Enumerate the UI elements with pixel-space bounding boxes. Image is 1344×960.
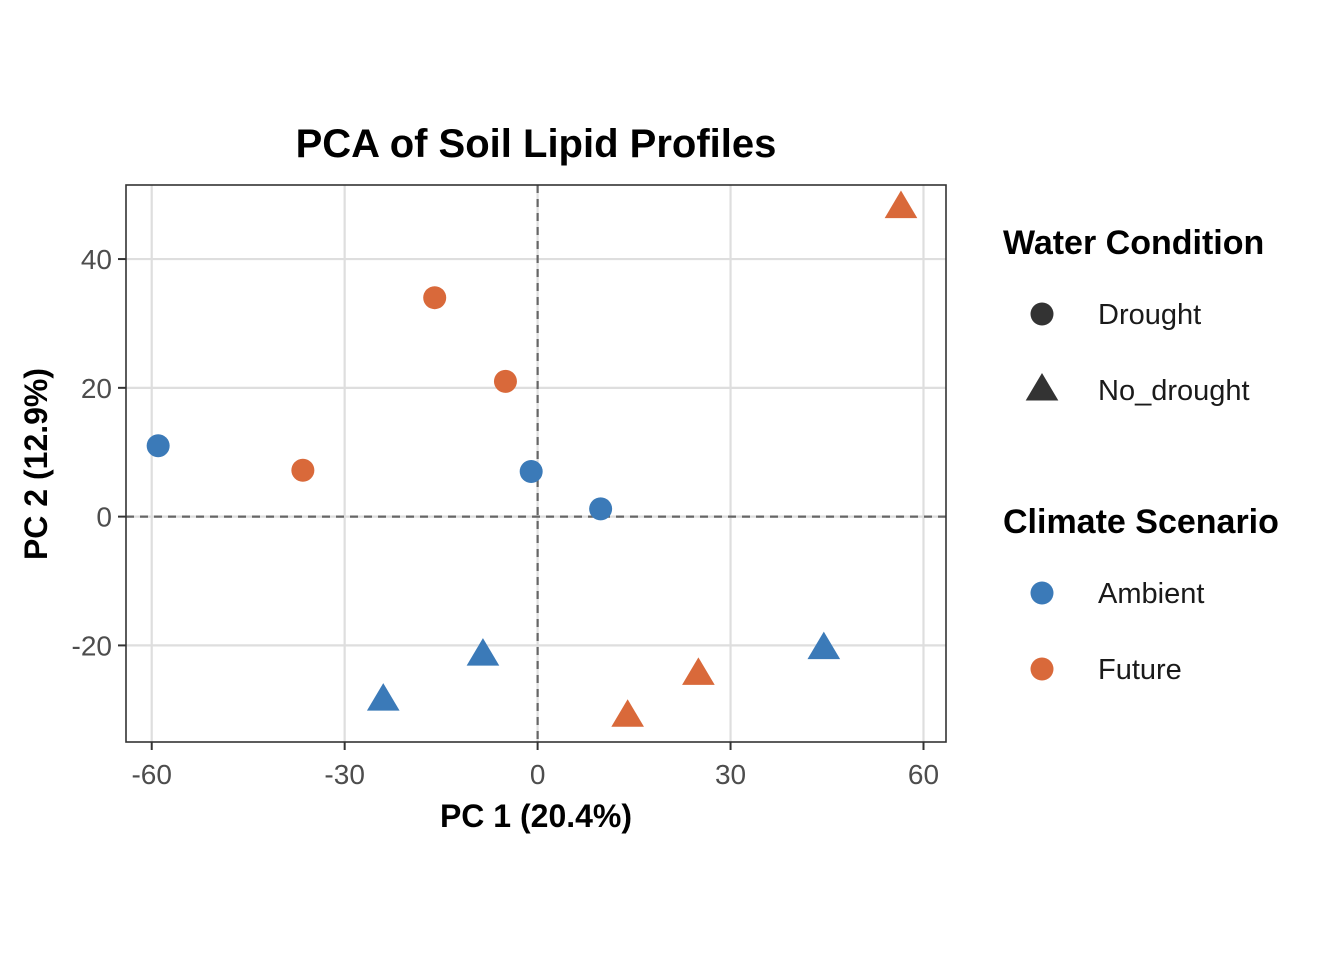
legend-key-no-drought — [1026, 373, 1059, 401]
y-tick-label: 40 — [81, 244, 112, 275]
y-tick-label: 20 — [81, 373, 112, 404]
y-axis-ticks: -20 0 20 40 — [72, 244, 126, 661]
legend-key-ambient — [1031, 582, 1054, 605]
legend-title: Water Condition — [1003, 224, 1264, 262]
data-point — [494, 370, 517, 393]
legend: Water Condition Drought No_drought Climate … — [1003, 224, 1279, 686]
y-axis-title: PC 2 (12.9%) — [18, 368, 54, 560]
x-tick-label: -30 — [324, 759, 364, 790]
legend-label: Drought — [1098, 299, 1201, 331]
data-point — [291, 459, 314, 482]
x-axis-ticks: -60 -30 0 30 60 — [131, 742, 939, 790]
data-point — [589, 497, 612, 520]
legend-label: Future — [1098, 654, 1182, 686]
legend-label: Ambient — [1098, 578, 1204, 610]
x-tick-label: 60 — [908, 759, 939, 790]
x-axis-title: PC 1 (20.4%) — [440, 798, 632, 834]
data-point — [423, 286, 446, 309]
data-point — [147, 434, 170, 457]
y-tick-label: 0 — [96, 502, 112, 533]
x-tick-label: -60 — [131, 759, 171, 790]
legend-label: No_drought — [1098, 375, 1250, 407]
y-tick-label: -20 — [72, 630, 112, 661]
chart-title: PCA of Soil Lipid Profiles — [296, 122, 777, 166]
legend-key-future — [1031, 658, 1054, 681]
x-tick-label: 0 — [530, 759, 546, 790]
x-tick-label: 30 — [715, 759, 746, 790]
legend-title: Climate Scenario — [1003, 503, 1279, 541]
data-point — [520, 460, 543, 483]
legend-key-drought — [1031, 303, 1054, 326]
